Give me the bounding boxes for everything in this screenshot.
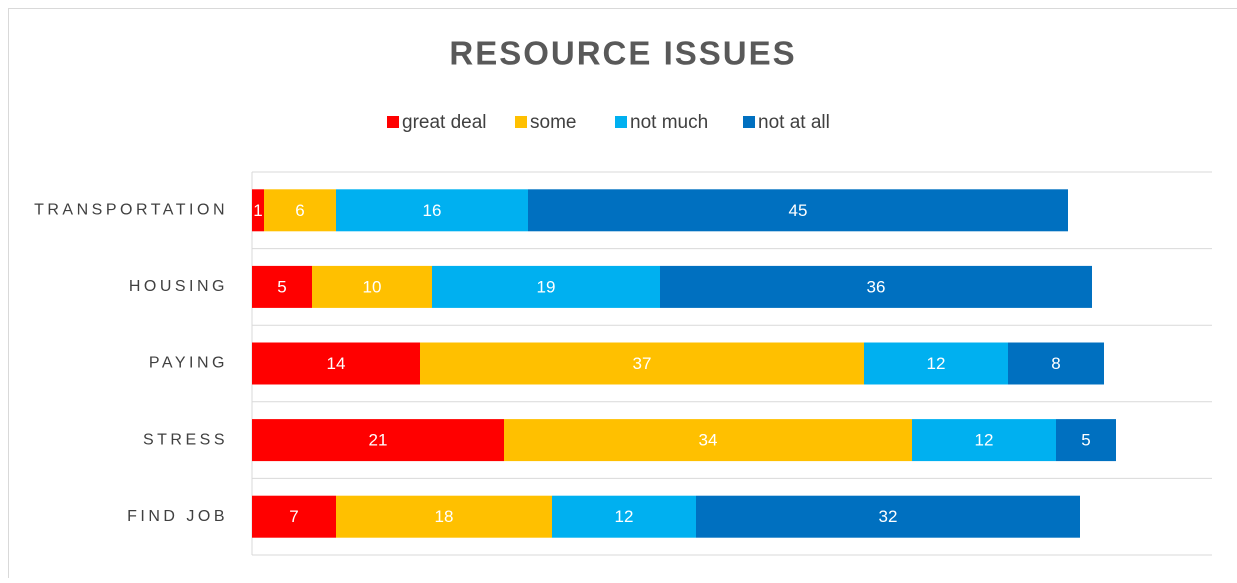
data-label: 6 <box>295 201 304 220</box>
y-tick-label: TRANSPORTATION <box>34 202 228 219</box>
chart-title: RESOURCE ISSUES <box>449 35 796 72</box>
data-label: 16 <box>423 201 442 220</box>
legend-swatch <box>743 116 755 128</box>
data-label: 5 <box>277 277 286 296</box>
legend-swatch <box>515 116 527 128</box>
data-label: 37 <box>633 354 652 373</box>
data-label: 12 <box>975 431 994 450</box>
data-label: 21 <box>369 431 388 450</box>
data-label: 18 <box>435 507 454 526</box>
legend-label: great deal <box>402 112 487 133</box>
data-label: 14 <box>327 354 346 373</box>
y-tick-label: STRESS <box>143 431 228 448</box>
data-label: 1 <box>253 201 262 220</box>
data-label: 36 <box>867 277 886 296</box>
legend-swatch <box>615 116 627 128</box>
y-tick-label: FIND JOB <box>127 508 228 525</box>
data-label: 5 <box>1081 431 1090 450</box>
legend-label: not much <box>630 112 708 133</box>
data-label: 34 <box>699 431 718 450</box>
data-label: 10 <box>363 277 382 296</box>
legend-label: not at all <box>758 112 830 133</box>
data-label: 12 <box>615 507 634 526</box>
data-label: 12 <box>927 354 946 373</box>
data-label: 8 <box>1051 354 1060 373</box>
data-label: 7 <box>289 507 298 526</box>
data-label: 45 <box>789 201 808 220</box>
y-tick-label: HOUSING <box>129 278 228 295</box>
data-label: 32 <box>879 507 898 526</box>
legend-label: some <box>530 112 576 133</box>
y-tick-label: PAYING <box>149 355 228 372</box>
data-label: 19 <box>537 277 556 296</box>
legend-swatch <box>387 116 399 128</box>
